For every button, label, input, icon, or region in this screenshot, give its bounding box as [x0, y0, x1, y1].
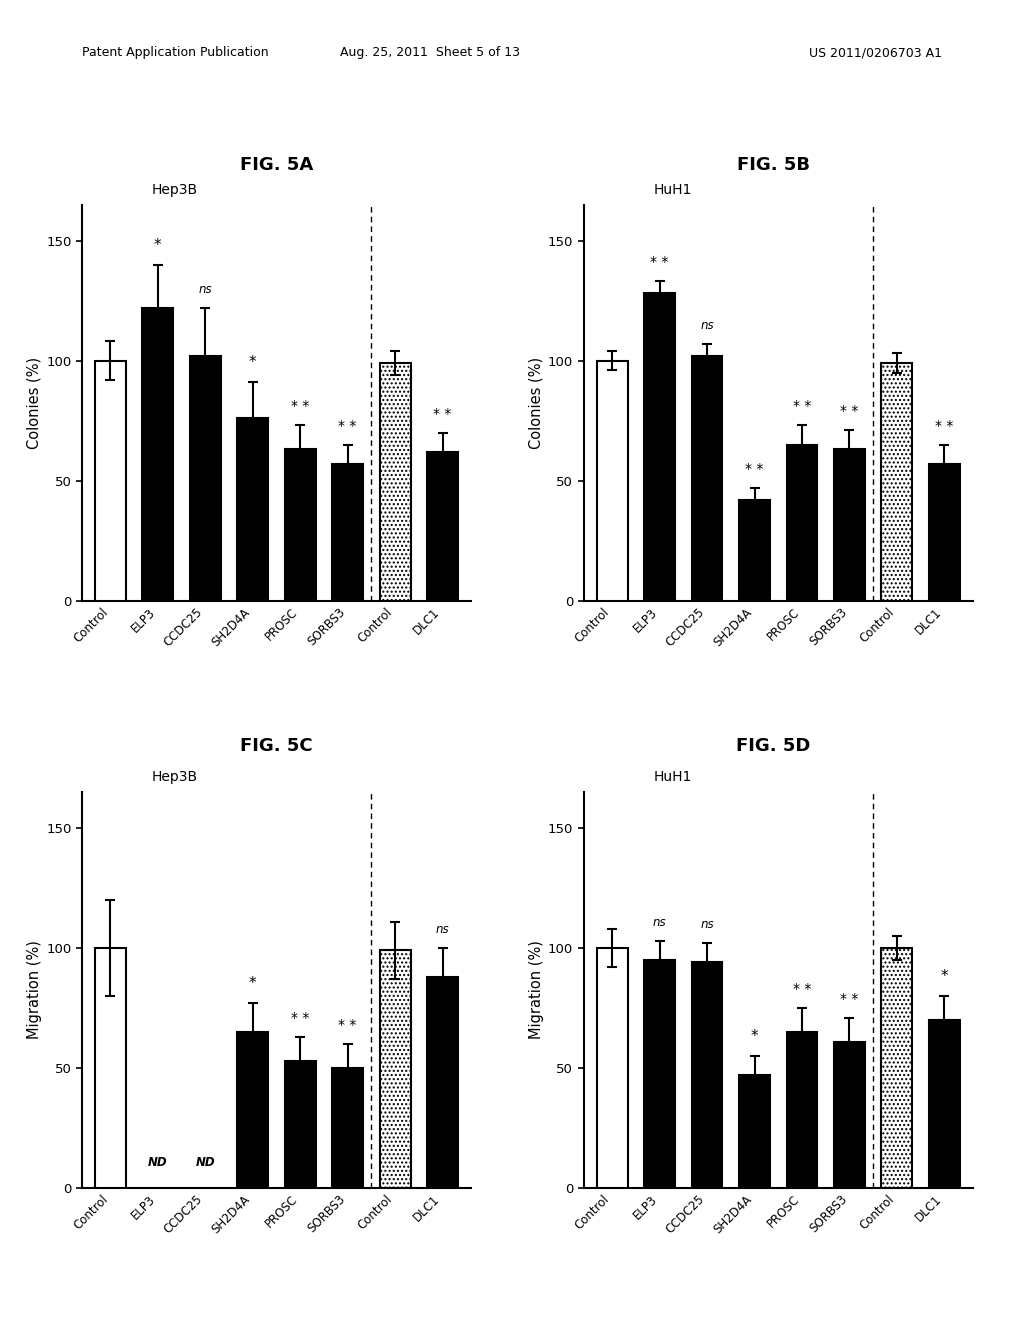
Text: ns: ns [700, 919, 714, 931]
Text: *: * [154, 238, 162, 252]
Text: * *: * * [935, 418, 953, 433]
Text: HuH1: HuH1 [653, 182, 692, 197]
Text: * *: * * [841, 404, 858, 418]
Text: FIG. 5D: FIG. 5D [736, 737, 810, 755]
Text: Hep3B: Hep3B [152, 770, 198, 784]
Text: * *: * * [433, 407, 452, 421]
Text: *: * [751, 1030, 759, 1044]
Bar [739, 500, 770, 601]
Bar [332, 463, 364, 601]
Text: ns: ns [700, 319, 714, 331]
Text: * *: * * [339, 418, 356, 433]
Text: FIG. 5A: FIG. 5A [240, 156, 313, 174]
Text: Patent Application Publication: Patent Application Publication [82, 46, 268, 59]
Text: * *: * * [745, 462, 764, 475]
Bar [380, 363, 411, 601]
Text: *: * [940, 969, 948, 983]
Bar [597, 360, 628, 601]
Text: * *: * * [291, 1011, 309, 1024]
Bar [95, 948, 126, 1188]
Text: ND: ND [196, 1156, 215, 1168]
Text: *: * [249, 977, 257, 991]
Text: ns: ns [652, 916, 667, 929]
Bar [882, 948, 912, 1188]
Text: Hep3B: Hep3B [152, 182, 198, 197]
Text: FIG. 5C: FIG. 5C [241, 737, 312, 755]
Text: * *: * * [841, 991, 858, 1006]
Y-axis label: Migration (%): Migration (%) [528, 941, 544, 1039]
Bar [427, 977, 458, 1188]
Bar [189, 356, 221, 601]
Bar [142, 308, 173, 601]
Bar [427, 451, 458, 601]
Text: ND: ND [148, 1156, 168, 1168]
Bar [597, 948, 628, 1188]
Text: Aug. 25, 2011  Sheet 5 of 13: Aug. 25, 2011 Sheet 5 of 13 [340, 46, 520, 59]
Text: HuH1: HuH1 [653, 770, 692, 784]
Bar [691, 962, 723, 1188]
Text: * *: * * [291, 400, 309, 413]
Bar [834, 1041, 865, 1188]
Y-axis label: Colonies (%): Colonies (%) [27, 356, 42, 449]
Bar [285, 1061, 315, 1188]
Text: * *: * * [339, 1018, 356, 1032]
Bar [644, 293, 675, 601]
Bar [739, 1076, 770, 1188]
Text: ns: ns [436, 923, 450, 936]
Text: * *: * * [793, 982, 811, 997]
Text: * *: * * [650, 255, 669, 269]
Text: *: * [249, 355, 257, 370]
Bar [929, 1020, 959, 1188]
Bar [332, 1068, 364, 1188]
Bar [238, 1032, 268, 1188]
Text: US 2011/0206703 A1: US 2011/0206703 A1 [809, 46, 942, 59]
Text: ns: ns [199, 282, 212, 296]
Bar [285, 449, 315, 601]
Bar [644, 960, 675, 1188]
Y-axis label: Colonies (%): Colonies (%) [528, 356, 544, 449]
Bar [238, 418, 268, 601]
Bar [929, 463, 959, 601]
Bar [380, 950, 411, 1188]
Bar [834, 449, 865, 601]
Y-axis label: Migration (%): Migration (%) [27, 941, 42, 1039]
Bar [786, 445, 817, 601]
Bar [691, 356, 723, 601]
Text: FIG. 5B: FIG. 5B [736, 156, 810, 174]
Text: * *: * * [793, 400, 811, 413]
Bar [882, 363, 912, 601]
Bar [786, 1032, 817, 1188]
Bar [95, 360, 126, 601]
